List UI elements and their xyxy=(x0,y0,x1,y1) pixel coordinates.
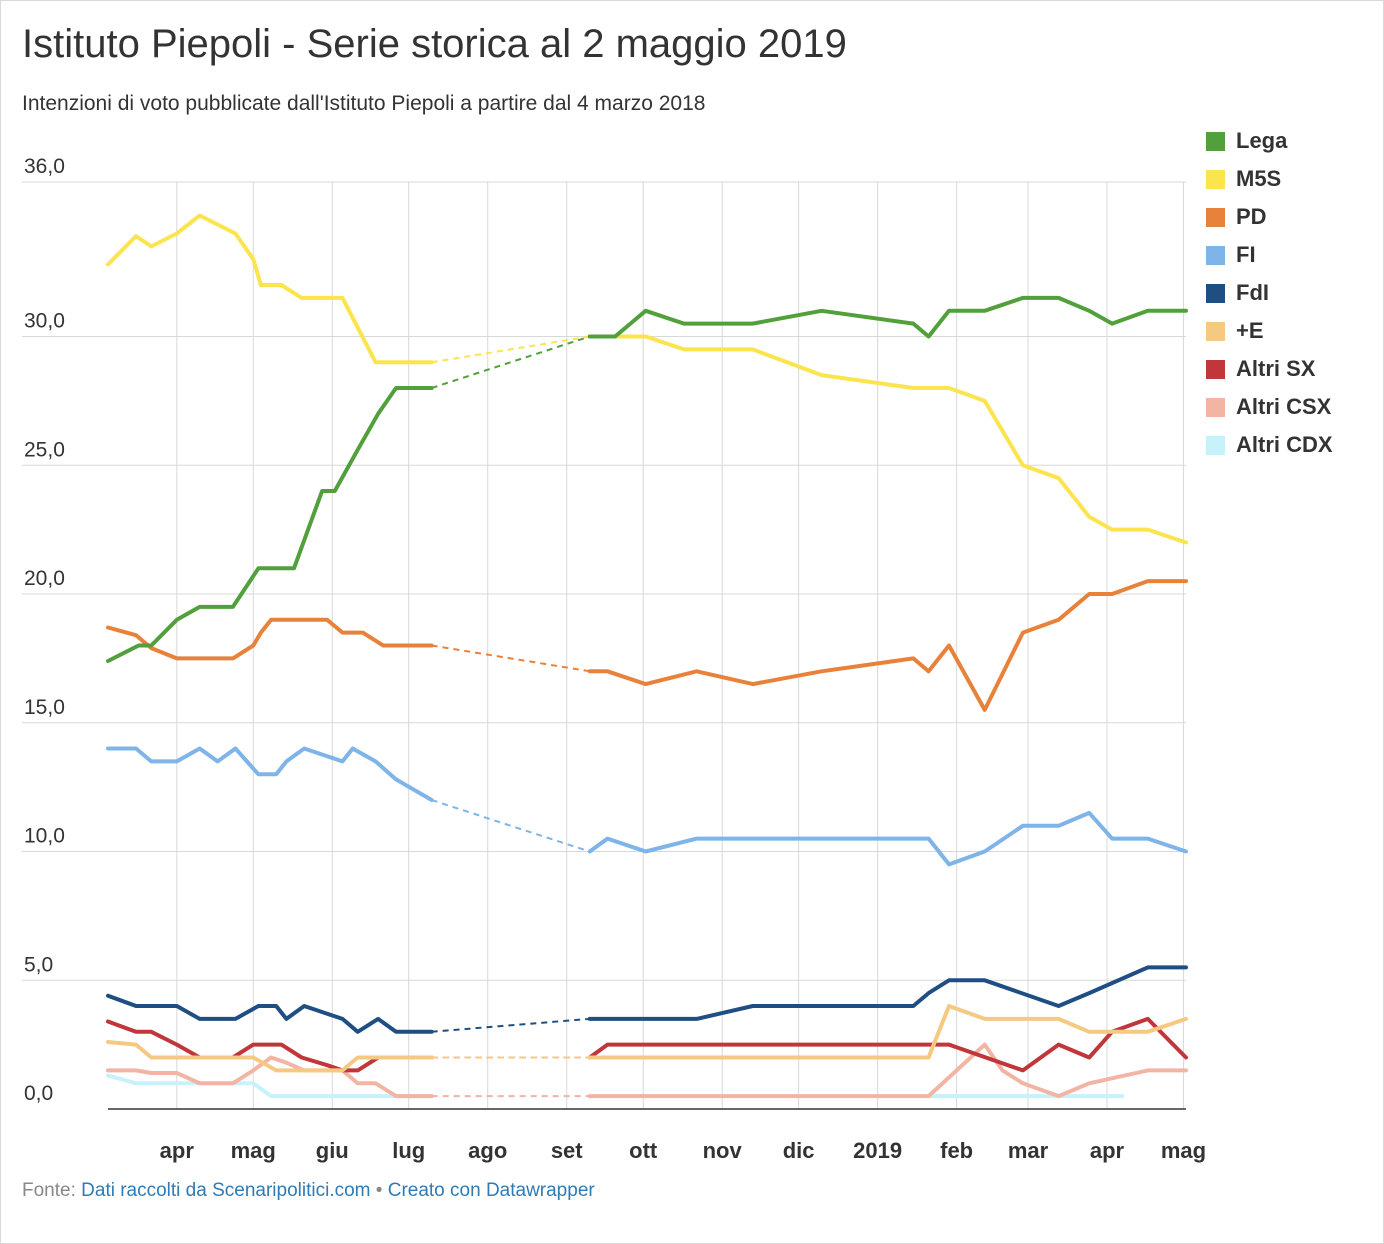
legend: Lega M5S PD FI FdI +E Altri SX Altri CSX Altri C… xyxy=(1206,122,1333,464)
legend-label: FI xyxy=(1236,242,1256,267)
legend-swatch xyxy=(1206,359,1225,379)
source-link[interactable]: Dati raccolti da Scenaripolitici.com xyxy=(81,1180,371,1201)
y-tick-label: 15,0 xyxy=(24,696,65,719)
legend-item-lega: Lega xyxy=(1206,122,1333,160)
x-tick-label: ott xyxy=(629,1138,658,1163)
series-line xyxy=(587,965,1188,1021)
y-axis: 0,0 5,0 10,0 15,0 20,0 25,0 30,0 36,0 xyxy=(24,155,65,1105)
legend-label: M5S xyxy=(1236,166,1282,191)
series-lines xyxy=(106,213,1188,1099)
footer: Fonte: Dati raccolti da Scenaripolitici.… xyxy=(22,1180,595,1202)
series-fi xyxy=(106,746,1188,867)
x-axis: apr mag giu lug ago set ott nov dic 2019 feb mar apr… xyxy=(108,1108,1206,1163)
series-line xyxy=(106,1073,434,1099)
legend-swatch xyxy=(1206,169,1225,189)
footer-prefix: Fonte: xyxy=(22,1180,76,1201)
series-line xyxy=(587,1004,1188,1060)
legend-swatch xyxy=(1206,131,1225,151)
series-line xyxy=(106,1040,434,1073)
series-gap-connector xyxy=(431,644,590,673)
legend-item-fi: FI xyxy=(1206,236,1333,274)
legend-item-m5s: M5S xyxy=(1206,160,1333,198)
y-tick-label: 30,0 xyxy=(24,310,65,333)
x-tick-label: nov xyxy=(703,1138,743,1163)
legend-label: Altri CSX xyxy=(1236,394,1332,419)
series-line xyxy=(106,993,434,1034)
legend-swatch xyxy=(1206,435,1225,455)
series-fdi xyxy=(106,965,1188,1034)
legend-label: +E xyxy=(1236,318,1264,343)
y-tick-label: 0,0 xyxy=(24,1082,53,1105)
series-gap-connector xyxy=(431,799,590,853)
series-line xyxy=(587,1016,1188,1073)
x-tick-label: mag xyxy=(1161,1138,1206,1163)
series-pd xyxy=(106,579,1188,712)
legend-item-pd: PD xyxy=(1206,198,1333,236)
legend-item-altri-csx: Altri CSX xyxy=(1206,388,1333,426)
legend-swatch xyxy=(1206,245,1225,265)
x-tick-label: apr xyxy=(1090,1138,1125,1163)
series-altri-csx xyxy=(106,1042,1188,1099)
y-tick-label: 25,0 xyxy=(24,438,65,461)
series-line xyxy=(587,295,1188,339)
legend-item-altri-sx: Altri SX xyxy=(1206,350,1333,388)
gridlines xyxy=(22,181,1186,1109)
legend-label: Lega xyxy=(1236,128,1288,153)
series-line xyxy=(106,617,434,661)
legend-label: Altri CDX xyxy=(1236,432,1333,457)
legend-label: Altri SX xyxy=(1236,356,1316,381)
series-line xyxy=(106,746,434,802)
x-tick-label: mar xyxy=(1008,1138,1049,1163)
x-tick-label: mag xyxy=(231,1138,276,1163)
x-tick-label: 2019 xyxy=(853,1138,902,1163)
series-gap-connector xyxy=(431,1017,590,1033)
chart-title: Istituto Piepoli - Serie storica al 2 ma… xyxy=(22,22,847,66)
footer-separator: • xyxy=(375,1180,383,1201)
series-altri-cdx xyxy=(106,1073,1125,1099)
x-tick-label: dic xyxy=(783,1138,815,1163)
chart-subtitle: Intenzioni di voto pubblicate dall'Istit… xyxy=(22,92,706,115)
series-line xyxy=(587,579,1188,712)
legend-label: PD xyxy=(1236,204,1267,229)
x-tick-label: feb xyxy=(940,1138,973,1163)
series-line xyxy=(106,386,434,663)
series-line xyxy=(587,1042,1188,1099)
series-altri-sx xyxy=(106,1016,1188,1073)
x-tick-label: lug xyxy=(392,1138,425,1163)
legend-swatch xyxy=(1206,397,1225,417)
x-tick-label: giu xyxy=(316,1138,349,1163)
x-tick-label: set xyxy=(551,1138,583,1163)
y-tick-label: 36,0 xyxy=(24,155,65,178)
legend-item-altri-cdx: Altri CDX xyxy=(1206,426,1333,464)
series-m5s xyxy=(106,213,1188,545)
series-line xyxy=(587,334,1188,545)
legend-swatch xyxy=(1206,321,1225,341)
y-tick-label: 10,0 xyxy=(24,825,65,848)
legend-swatch xyxy=(1206,207,1225,227)
series-line xyxy=(106,213,434,365)
legend-item-e: +E xyxy=(1206,312,1333,350)
series-gap-connector xyxy=(431,335,590,389)
series-lega xyxy=(106,295,1188,663)
series-line xyxy=(587,810,1188,867)
series-gap-connector xyxy=(431,335,590,364)
legend-label: FdI xyxy=(1236,280,1269,305)
series-line xyxy=(106,1055,434,1099)
series-line xyxy=(106,1019,434,1073)
series-e xyxy=(106,1004,1188,1073)
legend-item-fdi: FdI xyxy=(1206,274,1333,312)
x-tick-label: apr xyxy=(160,1138,195,1163)
credit-link[interactable]: Creato con Datawrapper xyxy=(387,1180,595,1201)
x-tick-label: ago xyxy=(468,1138,507,1163)
y-tick-label: 20,0 xyxy=(24,567,65,590)
legend-swatch xyxy=(1206,283,1225,303)
y-tick-label: 5,0 xyxy=(24,953,53,976)
